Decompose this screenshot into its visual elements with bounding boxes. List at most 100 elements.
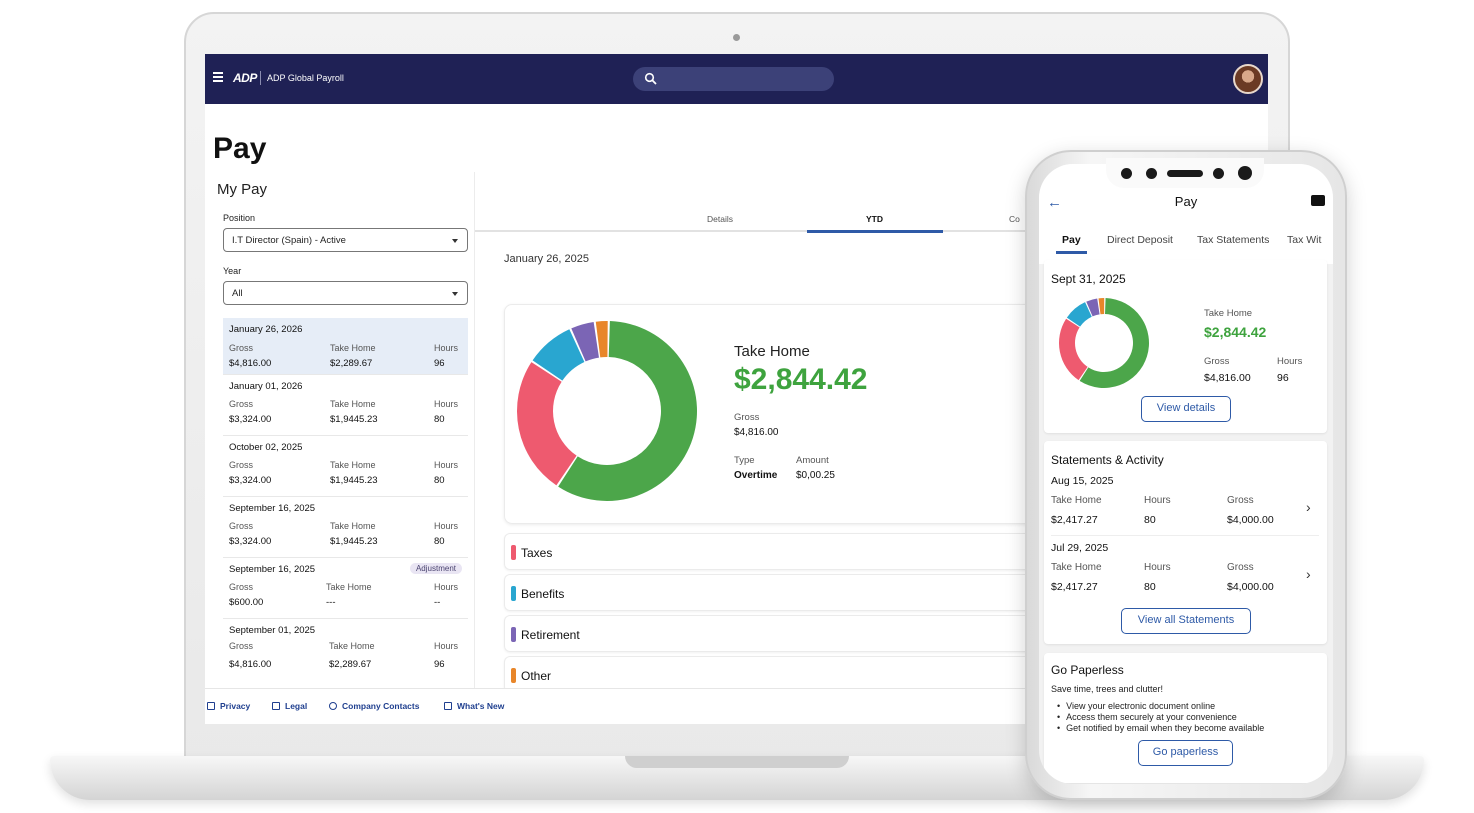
amount-label: Amount	[796, 455, 829, 466]
phone-tab-pay[interactable]: Pay	[1062, 234, 1081, 246]
phone-pay-summary-card: Sept 31, 2025 Take Home $2,844.42 Gross …	[1044, 260, 1327, 433]
retirement-color-bar	[511, 627, 516, 642]
adp-logo: ADP	[233, 71, 257, 85]
phone-sensor-dot	[1121, 168, 1132, 179]
hours-value: 80	[434, 414, 445, 425]
gross-label: Gross	[229, 641, 254, 651]
logo-divider	[260, 71, 261, 85]
hours-label: Hours	[434, 521, 459, 531]
hours-label: Hours	[434, 399, 459, 409]
phone-statements-card: Statements & Activity Aug 15, 2025 Take …	[1044, 441, 1327, 644]
category-name: Retirement	[521, 628, 580, 642]
category-benefits[interactable]: Benefits	[504, 574, 1044, 611]
phone-tab-tax-withholding[interactable]: Tax Wit	[1287, 234, 1322, 246]
main-pay-date: January 26, 2025	[504, 253, 590, 265]
search-icon	[644, 72, 657, 85]
benefits-color-bar	[511, 586, 516, 601]
external-link-icon	[444, 702, 452, 710]
tab-details[interactable]: Details	[707, 214, 733, 224]
hours-label: Hours	[434, 460, 459, 470]
donut-slice-retirement	[1086, 298, 1100, 317]
active-tab-indicator	[807, 230, 943, 233]
donut-slice-other	[1098, 298, 1105, 315]
pay-statement-list: January 26, 2026 Gross $4,816.00 Take Hom…	[223, 318, 468, 692]
user-avatar[interactable]	[1233, 64, 1263, 94]
gross-value: $4,816.00	[229, 358, 272, 369]
hours-label: Hours	[1277, 356, 1303, 367]
list-item[interactable]: September 16, 2025 Adjustment Gross $600.…	[223, 558, 468, 619]
list-item[interactable]: September 01, 2025 Gross $4,816.00 Take H…	[223, 619, 468, 680]
gross-label: Gross	[1227, 495, 1254, 506]
take-home-label: Take Home	[330, 460, 376, 470]
go-paperless-button[interactable]: Go paperless	[1138, 740, 1233, 766]
hours-value: 96	[434, 659, 445, 670]
gross-label: Gross	[734, 412, 760, 423]
chevron-right-icon[interactable]: ›	[1306, 499, 1311, 515]
phone-tab-direct-deposit[interactable]: Direct Deposit	[1107, 234, 1173, 246]
donut-slice-take-home	[558, 321, 697, 501]
phone-pay-date: Sept 31, 2025	[1051, 272, 1126, 286]
legal-link-label: Legal	[285, 701, 308, 711]
phone-screen: ← Pay Pay Direct Deposit Tax Statements …	[1039, 164, 1333, 784]
view-details-button[interactable]: View details	[1141, 396, 1231, 422]
chevron-down-icon	[452, 292, 458, 296]
back-arrow-icon[interactable]: ←	[1047, 194, 1062, 211]
whats-new-link[interactable]: What's New	[444, 701, 504, 711]
hours-value: 96	[1277, 372, 1289, 384]
category-name: Other	[521, 669, 552, 683]
list-item[interactable]: September 16, 2025 Gross $3,324.00 Take H…	[223, 497, 468, 558]
take-home-value: $1,9445.23	[330, 536, 378, 547]
taxes-color-bar	[511, 545, 516, 560]
people-icon	[329, 702, 337, 710]
phone-paperless-card: Go Paperless Save time, trees and clutte…	[1044, 653, 1327, 783]
category-name: Taxes	[521, 546, 553, 560]
tab-co[interactable]: Co	[1009, 214, 1020, 224]
company-contacts-link[interactable]: Company Contacts	[329, 701, 419, 711]
category-retirement[interactable]: Retirement	[504, 615, 1044, 652]
pay-date: October 02, 2025	[229, 442, 303, 453]
list-item[interactable]: October 02, 2025 Gross $3,324.00 Take Hom…	[223, 436, 468, 497]
gross-amount: $4,816.00	[734, 427, 779, 438]
phone-sensor-dot	[1146, 168, 1157, 179]
pay-breakdown-donut-chart	[517, 321, 697, 501]
take-home-amount: $2,844.42	[734, 363, 868, 396]
menu-icon[interactable]	[213, 72, 223, 82]
other-color-bar	[511, 668, 516, 683]
pay-summary-card: Take Home $2,844.42 Gross $4,816.00 Type…	[504, 304, 1044, 524]
pay-list-panel: My Pay Position I.T Director (Spain) - A…	[213, 172, 475, 692]
hours-label: Hours	[434, 582, 459, 592]
list-item[interactable]: January 01, 2026 Gross $3,324.00 Take Hom…	[223, 375, 468, 436]
privacy-link[interactable]: Privacy	[207, 701, 250, 711]
list-item[interactable]: January 26, 2026 Gross $4,816.00 Take Hom…	[223, 318, 468, 375]
phone-sensor-dot	[1213, 168, 1224, 179]
statement-date: Aug 15, 2025	[1051, 475, 1114, 487]
take-home-amount: $2,844.42	[1204, 324, 1267, 340]
pay-date: January 01, 2026	[229, 381, 303, 392]
phone-tab-tax-statements[interactable]: Tax Statements	[1197, 234, 1270, 246]
gross-value: $4,000.00	[1227, 514, 1274, 526]
take-home-value: $2,417.27	[1051, 581, 1098, 593]
tab-ytd[interactable]: YTD	[866, 214, 883, 224]
take-home-label: Take Home	[734, 343, 810, 360]
year-select[interactable]: All	[223, 281, 468, 305]
phone-pay-donut-chart	[1059, 298, 1149, 388]
category-taxes[interactable]: Taxes	[504, 533, 1044, 570]
take-home-label: Take Home	[1051, 562, 1102, 573]
category-name: Benefits	[521, 587, 565, 601]
hours-value: 80	[1144, 581, 1156, 593]
list-item: View your electronic document online	[1051, 701, 1264, 712]
donut-slice-take-home	[1079, 298, 1149, 388]
view-all-statements-button[interactable]: View all Statements	[1121, 608, 1251, 634]
chevron-right-icon[interactable]: ›	[1306, 566, 1311, 582]
donut-slice-taxes	[1059, 318, 1088, 381]
hours-label: Hours	[1144, 495, 1171, 506]
chat-icon[interactable]	[1311, 195, 1325, 206]
search-input[interactable]	[633, 67, 834, 91]
position-select[interactable]: I.T Director (Spain) - Active	[223, 228, 468, 252]
hours-label: Hours	[434, 641, 459, 651]
hours-value: 80	[434, 475, 445, 486]
phone-speaker	[1167, 170, 1203, 177]
take-home-value: $1,9445.23	[330, 475, 378, 486]
position-value: I.T Director (Spain) - Active	[232, 235, 346, 246]
legal-link[interactable]: Legal	[272, 701, 307, 711]
